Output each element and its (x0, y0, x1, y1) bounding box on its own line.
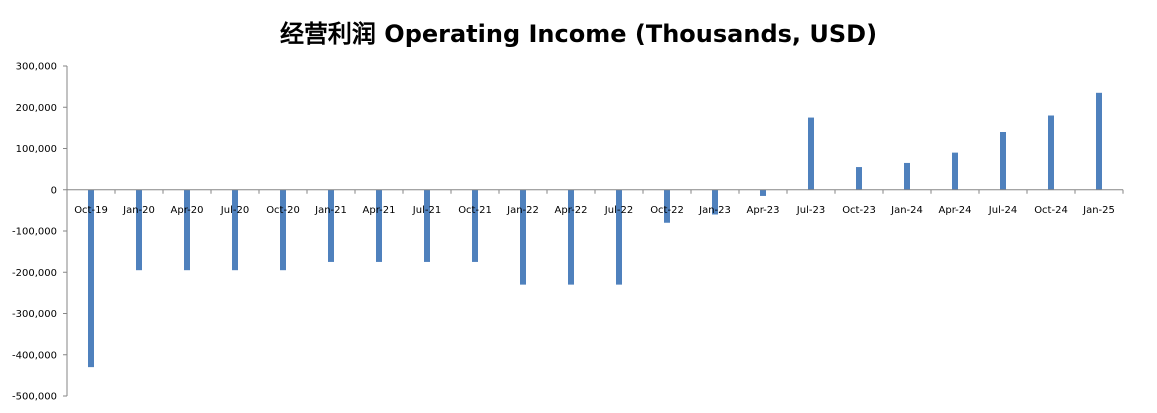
bar (280, 189, 286, 271)
x-tick-label: Jan-23 (698, 205, 731, 216)
bar (712, 189, 718, 215)
x-tick-label: Jul-23 (796, 205, 825, 216)
bars (88, 92, 1102, 368)
y-tick-label: 0 (51, 185, 57, 196)
y-tick-label: 100,000 (16, 144, 57, 155)
x-tick-label: Apr-21 (363, 205, 396, 216)
bar (760, 189, 766, 196)
x-tick-label: Oct-23 (842, 205, 876, 216)
bar (88, 189, 94, 368)
bar (136, 189, 142, 271)
y-tick-label: 200,000 (16, 103, 57, 114)
x-tick-label: Jan-25 (1082, 205, 1115, 216)
x-tick-label: Jan-24 (890, 205, 923, 216)
bar (664, 189, 670, 223)
y-tick-label: -500,000 (12, 392, 57, 403)
bar (952, 152, 958, 190)
x-tick-label: Jan-21 (314, 205, 347, 216)
bar (1000, 132, 1006, 190)
x-tick-label: Apr-24 (939, 205, 972, 216)
bar (520, 189, 526, 285)
x-tick-label: Oct-21 (458, 205, 492, 216)
bar (472, 189, 478, 262)
bar (376, 189, 382, 262)
x-tick-label: Oct-19 (74, 205, 108, 216)
y-tick-label: -400,000 (12, 350, 57, 361)
bar (808, 117, 814, 190)
bar (616, 189, 622, 285)
bar (184, 189, 190, 271)
bar (424, 189, 430, 262)
x-tick-label: Jan-20 (122, 205, 155, 216)
x-axis: Oct-19 Jan-20 Apr-20 Jul-20 Oct-20 Jan-21 Apr-… (66, 189, 1124, 216)
bar (904, 162, 910, 190)
x-tick-label: Oct-24 (1034, 205, 1068, 216)
x-tick-label: Jul-24 (988, 205, 1017, 216)
y-tick-label: -100,000 (12, 227, 57, 238)
x-tick-label: Jul-22 (604, 205, 633, 216)
y-tick-label: -200,000 (12, 268, 57, 279)
y-tick-label: 300,000 (16, 62, 57, 73)
chart-title: 经营利润 Operating Income (Thousands, USD) (279, 20, 878, 48)
x-tick-label: Apr-20 (171, 205, 204, 216)
y-axis: 300,000 200,000 100,000 0 -100,000 -200,000 -3… (12, 62, 68, 403)
x-tick-label: Jul-21 (412, 205, 441, 216)
bar (1048, 115, 1054, 190)
bar (568, 189, 574, 285)
x-tick-label: Apr-22 (555, 205, 588, 216)
bar (856, 167, 862, 190)
bar (232, 189, 238, 271)
y-tick-label: -300,000 (12, 309, 57, 320)
bar (328, 189, 334, 262)
x-tick-label: Jul-20 (220, 205, 249, 216)
x-tick-label: Oct-22 (650, 205, 684, 216)
x-tick-label: Apr-23 (747, 205, 780, 216)
x-tick-label: Oct-20 (266, 205, 300, 216)
x-tick-label: Jan-22 (506, 205, 539, 216)
bar (1096, 92, 1102, 190)
